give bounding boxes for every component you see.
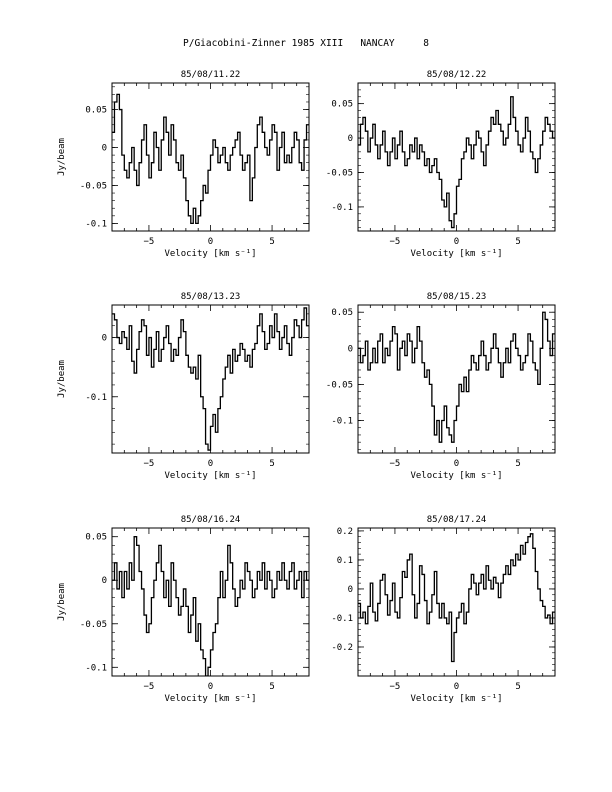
spectrum-panel-6: 85/08/17.24 −5 0 5 0.2 0.1 0 -0.1 -0.2 Velocity [… bbox=[331, 515, 556, 704]
x-tick-label: −5 bbox=[390, 237, 401, 247]
spectrum-panel-4: 85/08/15.23 −5 0 5 0.05 0 -0.05 -0.1 Velocity [k… bbox=[326, 292, 556, 481]
x-tick-label: −5 bbox=[390, 459, 401, 469]
spectrum-line bbox=[112, 93, 309, 225]
x-tick-label: 0 bbox=[208, 682, 213, 692]
panel-title: 85/08/12.22 bbox=[427, 70, 487, 80]
spectrum-line bbox=[112, 536, 309, 676]
x-tick-label: 0 bbox=[454, 237, 459, 247]
x-tick-label: 0 bbox=[454, 682, 459, 692]
y-tick-label: -0.1 bbox=[85, 393, 107, 403]
spectrum-line bbox=[358, 311, 555, 443]
y-tick-label: -0.05 bbox=[80, 181, 107, 191]
x-axis-label: Velocity [km s⁻¹] bbox=[164, 471, 256, 481]
x-tick-label: −5 bbox=[144, 682, 155, 692]
spectrum-panel-2: 85/08/12.22 −5 0 5 0.05 0 -0.05 -0.1 Velocity [k… bbox=[326, 70, 556, 259]
y-tick-label: 0.05 bbox=[85, 106, 107, 116]
x-axis-label: Velocity [km s⁻¹] bbox=[164, 249, 256, 259]
y-tick-label: 0.2 bbox=[337, 527, 353, 537]
y-axis-label: Jy/beam bbox=[57, 583, 67, 621]
y-axis-label: Jy/beam bbox=[57, 360, 67, 398]
y-tick-label: -0.2 bbox=[331, 643, 353, 653]
y-tick-label: -0.05 bbox=[326, 380, 353, 390]
y-tick-label: 0 bbox=[348, 585, 353, 595]
y-tick-label: 0 bbox=[102, 334, 107, 344]
x-tick-label: 5 bbox=[515, 459, 520, 469]
x-axis-label: Velocity [km s⁻¹] bbox=[164, 694, 256, 704]
spectrum-line bbox=[112, 307, 309, 451]
x-tick-label: −5 bbox=[144, 459, 155, 469]
x-tick-label: 0 bbox=[208, 237, 213, 247]
y-tick-label: 0 bbox=[102, 144, 107, 154]
x-tick-label: −5 bbox=[390, 682, 401, 692]
y-tick-label: 0.05 bbox=[85, 533, 107, 543]
x-axis-label: Velocity [km s⁻¹] bbox=[410, 249, 502, 259]
spectrum-line bbox=[358, 533, 555, 663]
panel-title: 85/08/15.23 bbox=[427, 292, 487, 302]
panel-title: 85/08/16.24 bbox=[181, 515, 241, 525]
y-tick-label: -0.1 bbox=[85, 663, 107, 673]
x-axis-label: Velocity [km s⁻¹] bbox=[410, 694, 502, 704]
spectrum-panel-1: 85/08/11.22 −5 0 5 0.05 0 -0.05 -0.1 Velocity [k… bbox=[57, 70, 310, 259]
plot-frame bbox=[357, 304, 556, 454]
y-tick-label: 0.05 bbox=[331, 308, 353, 318]
y-tick-label: -0.05 bbox=[326, 168, 353, 178]
y-tick-label: -0.1 bbox=[331, 203, 353, 213]
spectrum-line bbox=[358, 96, 555, 229]
spectrum-panel-3: 85/08/13.23 −5 0 5 0 -0.1 Velocity [km s⁻¹] Jy/… bbox=[57, 292, 310, 481]
y-tick-label: 0 bbox=[348, 344, 353, 354]
x-tick-label: 0 bbox=[454, 459, 459, 469]
y-tick-label: 0.05 bbox=[331, 100, 353, 110]
x-tick-label: 5 bbox=[515, 237, 520, 247]
x-tick-label: 5 bbox=[269, 459, 274, 469]
x-tick-label: 5 bbox=[269, 682, 274, 692]
x-tick-label: 0 bbox=[208, 459, 213, 469]
y-tick-label: 0 bbox=[348, 134, 353, 144]
spectrum-panel-5: 85/08/16.24 −5 0 5 0.05 0 -0.05 -0.1 Velocity [k… bbox=[57, 515, 310, 704]
x-tick-label: −5 bbox=[144, 237, 155, 247]
page-title: P/Giacobini-Zinner 1985 XIII NANCAY 8 bbox=[183, 38, 429, 49]
panel-title: 85/08/17.24 bbox=[427, 515, 487, 525]
y-tick-label: 0.1 bbox=[337, 556, 353, 566]
y-axis-label: Jy/beam bbox=[57, 138, 67, 176]
panel-title: 85/08/11.22 bbox=[181, 70, 241, 80]
x-tick-label: 5 bbox=[515, 682, 520, 692]
y-tick-label: 0 bbox=[102, 576, 107, 586]
x-tick-label: 5 bbox=[269, 237, 274, 247]
y-tick-label: -0.1 bbox=[85, 219, 107, 229]
y-tick-label: -0.05 bbox=[80, 620, 107, 630]
panel-title: 85/08/13.23 bbox=[181, 292, 241, 302]
x-axis-label: Velocity [km s⁻¹] bbox=[410, 471, 502, 481]
y-tick-label: -0.1 bbox=[331, 417, 353, 427]
y-tick-label: -0.1 bbox=[331, 614, 353, 624]
